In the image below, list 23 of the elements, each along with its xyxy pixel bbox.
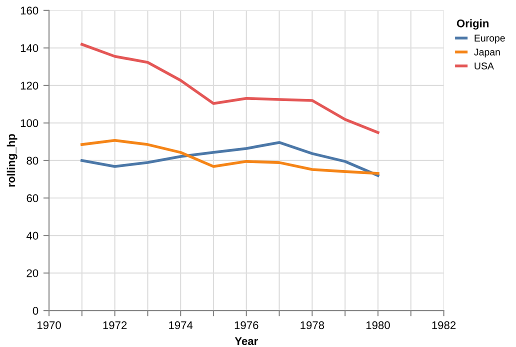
- y-tick-label: 80: [26, 156, 38, 165]
- x-tick-label: 1978: [300, 321, 324, 330]
- y-axis-title: rolling_hp: [6, 134, 18, 187]
- x-tick-label: 1972: [103, 321, 127, 330]
- x-tick-label: 1970: [38, 321, 61, 330]
- legend-label: Europe: [474, 34, 505, 44]
- y-tick-label: 60: [26, 194, 38, 202]
- x-axis-title: Year: [234, 337, 258, 346]
- legend-label: USA: [474, 62, 494, 70]
- y-tick-label: 40: [26, 232, 38, 240]
- line-series: [80, 42, 380, 134]
- y-tick-label: 140: [20, 44, 38, 52]
- legend-title: Origin: [456, 19, 488, 30]
- x-tick-label: 1980: [366, 321, 390, 330]
- y-tick-label: 20: [26, 269, 38, 278]
- x-tick-label: 1982: [432, 321, 456, 330]
- x-tick-label: 1974: [169, 321, 193, 330]
- x-tick-label: 1976: [234, 321, 258, 330]
- legend-label: Japan: [474, 48, 500, 58]
- y-tick-label: 160: [20, 6, 38, 15]
- y-tick-label: 120: [20, 82, 38, 90]
- y-tick-label: 0: [32, 306, 38, 315]
- y-tick-label: 100: [20, 119, 38, 128]
